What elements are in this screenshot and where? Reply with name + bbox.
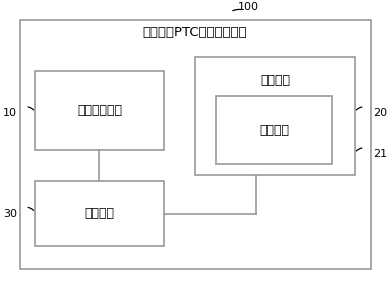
Text: 可控开关: 可控开关 xyxy=(259,124,289,137)
Text: 20: 20 xyxy=(373,108,387,118)
Bar xyxy=(20,20,370,269)
Text: 30: 30 xyxy=(3,209,17,219)
Bar xyxy=(216,96,332,164)
Text: 过零检测模块: 过零检测模块 xyxy=(77,104,122,117)
Bar xyxy=(35,181,164,246)
Bar xyxy=(195,57,355,175)
Text: 21: 21 xyxy=(373,149,387,159)
Text: 10: 10 xyxy=(3,108,17,118)
Bar xyxy=(35,71,164,150)
Text: 100: 100 xyxy=(238,2,259,12)
Text: 驱动模块: 驱动模块 xyxy=(260,74,290,87)
Text: 控制交流PTC加热器的装置: 控制交流PTC加热器的装置 xyxy=(143,26,247,39)
Text: 控制模块: 控制模块 xyxy=(85,207,114,220)
